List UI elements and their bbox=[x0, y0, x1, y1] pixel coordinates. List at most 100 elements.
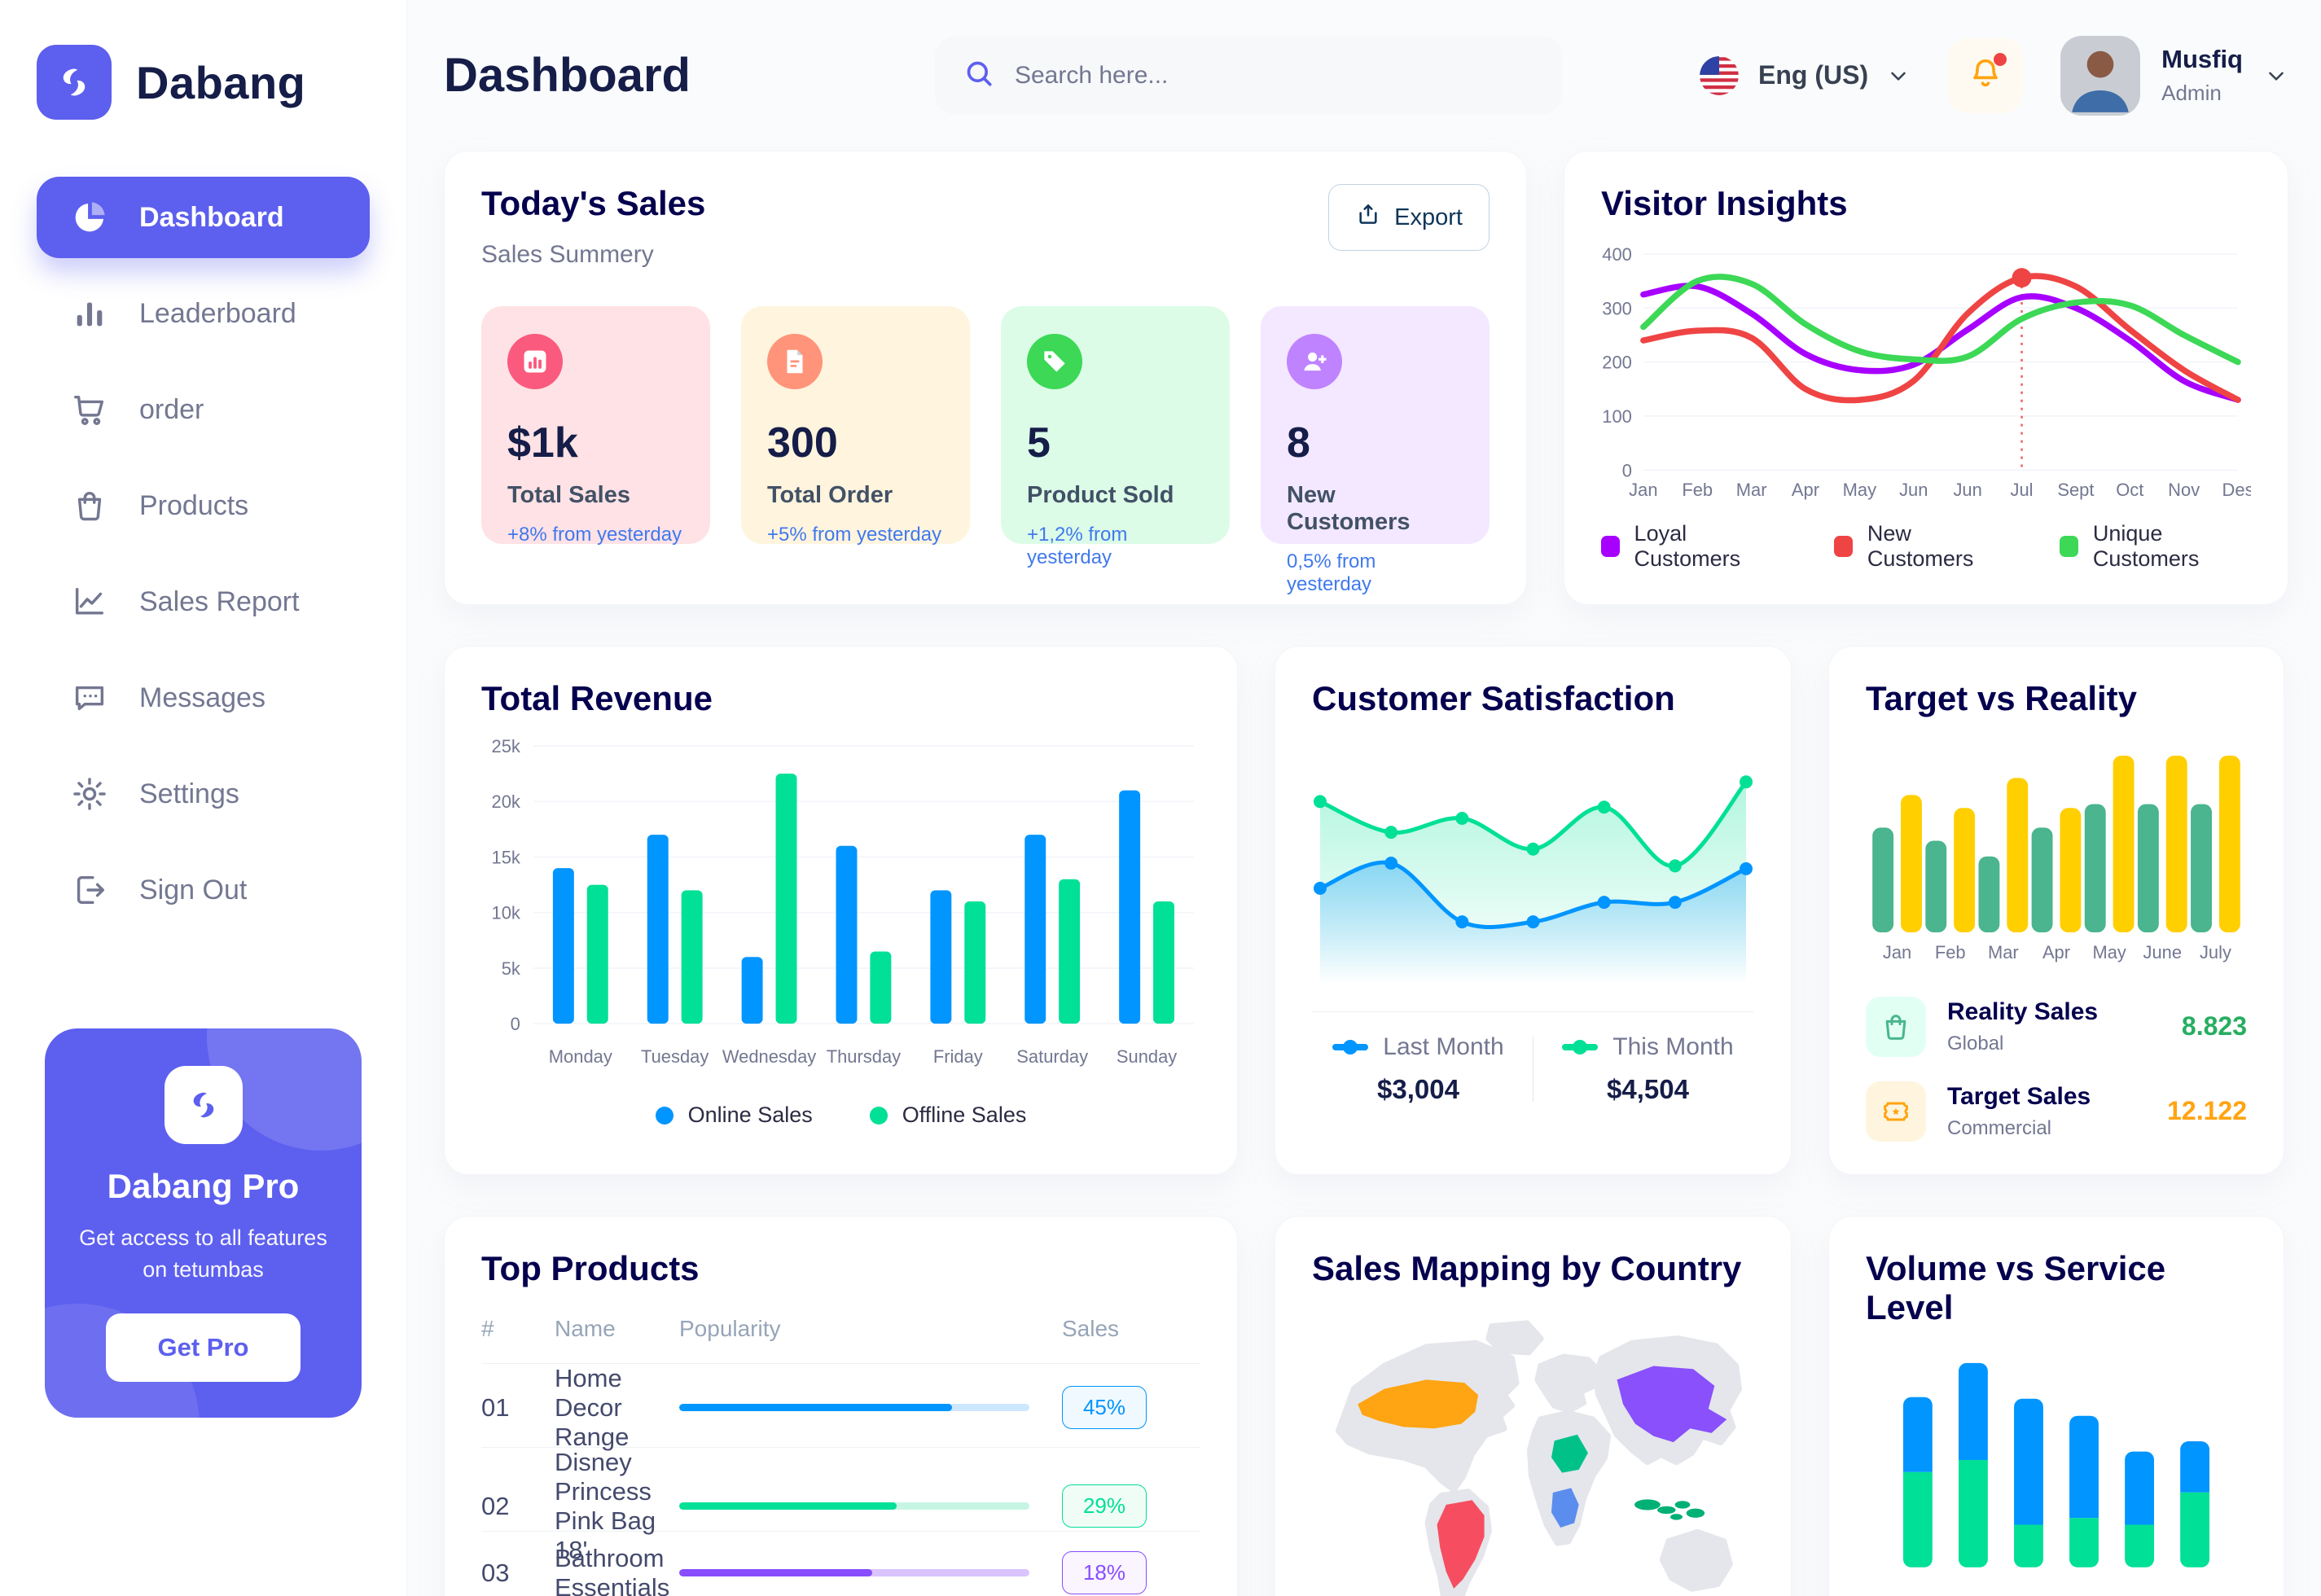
sidebar-item-messages[interactable]: Messages bbox=[37, 657, 370, 739]
target-vs-reality-chart: Jan Feb Mar Apr May June July bbox=[1866, 718, 2247, 972]
legend-value: $3,004 bbox=[1377, 1074, 1459, 1105]
svg-text:Apr: Apr bbox=[1792, 480, 1819, 500]
chat-icon bbox=[71, 679, 108, 717]
popularity-bar bbox=[679, 1569, 1029, 1577]
visitor-insights-card: Visitor Insights 0 100 200 300 400 Jan Feb Mar A… bbox=[1564, 151, 2288, 606]
svg-text:Feb: Feb bbox=[1682, 480, 1713, 500]
legend-target-sales: Target Sales Commercial 12.122 bbox=[1866, 1081, 2247, 1142]
legend-last-month: Last Month $3,004 bbox=[1312, 1033, 1525, 1105]
svg-text:Jan: Jan bbox=[1629, 480, 1657, 500]
volume-service-title: Volume vs Service Level bbox=[1866, 1248, 2166, 1326]
table-row-bathroom-essentials[interactable]: 03 Bathroom Essentials 18% bbox=[481, 1532, 1200, 1596]
legend-swatch bbox=[2060, 536, 2078, 558]
sidebar-item-dashboard[interactable]: Dashboard bbox=[37, 177, 370, 258]
top-bar: Dashboard Eng (US) Musfiq Admin bbox=[444, 0, 2288, 151]
search-input[interactable] bbox=[1014, 61, 1534, 90]
product-name: Bathroom Essentials bbox=[555, 1543, 670, 1596]
svg-text:Jun: Jun bbox=[1899, 480, 1928, 500]
svg-text:Sept: Sept bbox=[2057, 480, 2094, 500]
stat-label: Total Order bbox=[767, 482, 893, 508]
sidebar-item-sign-out[interactable]: Sign Out bbox=[37, 849, 370, 931]
sidebar-item-sales-report[interactable]: Sales Report bbox=[37, 561, 370, 642]
sidebar-item-order[interactable]: order bbox=[37, 369, 370, 450]
svg-text:Mar: Mar bbox=[1988, 942, 2019, 962]
sales-stat-cards: $1k Total Sales +8% from yesterday 300 T… bbox=[481, 306, 1490, 595]
sidebar-item-leaderboard[interactable]: Leaderboard bbox=[37, 273, 370, 354]
country-saudi-arabia bbox=[1551, 1434, 1588, 1473]
table-row-home-decor-range[interactable]: 01 Home Decor Range 45% bbox=[481, 1364, 1200, 1451]
logo-icon bbox=[37, 45, 112, 120]
top-products-title: Top Products bbox=[481, 1248, 700, 1287]
search-icon bbox=[963, 57, 995, 94]
world-map bbox=[1312, 1313, 1754, 1596]
avatar bbox=[2060, 35, 2141, 116]
svg-text:25k: 25k bbox=[492, 736, 520, 756]
todays-sales-subtitle: Sales Summery bbox=[481, 241, 654, 268]
sales-badge: 45% bbox=[1062, 1386, 1147, 1430]
stat-tag-icon bbox=[1027, 334, 1082, 389]
svg-text:Monday: Monday bbox=[549, 1046, 612, 1067]
country-dr-congo bbox=[1551, 1488, 1579, 1528]
svg-text:Nov: Nov bbox=[2168, 480, 2200, 500]
stat-label: Total Sales bbox=[507, 482, 630, 508]
sign-out-icon bbox=[71, 871, 108, 909]
trend-icon bbox=[71, 583, 108, 620]
app-name: Dabang bbox=[136, 56, 306, 108]
customer-satisfaction-legend: Last Month $3,004 This Month $4,504 bbox=[1312, 1033, 1754, 1105]
notifications-button[interactable] bbox=[1948, 37, 2024, 113]
svg-text:Jul: Jul bbox=[2010, 480, 2033, 500]
legend-value: 12.122 bbox=[2167, 1096, 2247, 1126]
sidebar: Dabang Dashboard Leaderboard order Produ… bbox=[0, 0, 407, 1596]
svg-text:Des: Des bbox=[2222, 480, 2251, 500]
svg-text:Sunday: Sunday bbox=[1117, 1046, 1177, 1067]
product-rank: 03 bbox=[481, 1558, 510, 1587]
legend-new-customers: New Customers bbox=[1834, 521, 2003, 572]
customer-satisfaction-card: Customer Satisfaction Last Month $3,004 T… bbox=[1275, 646, 1792, 1175]
stat-user-plus-icon bbox=[1287, 334, 1342, 389]
svg-text:15k: 15k bbox=[492, 848, 520, 868]
svg-text:200: 200 bbox=[1602, 353, 1632, 373]
stat-delta: +1,2% from yesterday bbox=[1027, 524, 1128, 568]
pro-card-subtitle: Get access to all features on tetumbas bbox=[79, 1226, 327, 1282]
search-bar[interactable] bbox=[934, 37, 1562, 114]
legend-dot bbox=[869, 1106, 888, 1125]
stat-label: New Customers bbox=[1287, 482, 1411, 535]
ticket-orange-icon bbox=[1866, 1081, 1926, 1142]
svg-text:400: 400 bbox=[1602, 244, 1632, 265]
bar-chart-icon bbox=[71, 295, 108, 332]
sidebar-nav: Dashboard Leaderboard order Products Sal… bbox=[0, 177, 406, 931]
export-button[interactable]: Export bbox=[1328, 184, 1490, 251]
chevron-down-icon bbox=[1886, 64, 1911, 88]
country-brazil bbox=[1437, 1500, 1485, 1589]
us-flag-icon bbox=[1700, 55, 1739, 95]
pie-chart-icon bbox=[71, 199, 108, 236]
volume-service-card: Volume vs Service Level Volume 1,135Serv… bbox=[1828, 1215, 2284, 1596]
country-united-states bbox=[1358, 1379, 1479, 1429]
sidebar-item-products[interactable]: Products bbox=[37, 465, 370, 546]
main-content: Dashboard Eng (US) Musfiq Admin bbox=[407, 0, 2321, 1596]
stat-value: 300 bbox=[767, 419, 838, 467]
legend-offline-sales: Offline Sales bbox=[869, 1103, 1026, 1128]
user-menu[interactable]: Musfiq Admin bbox=[2060, 35, 2288, 116]
legend-unique-customers: Unique Customers bbox=[2060, 521, 2251, 572]
sidebar-item-settings[interactable]: Settings bbox=[37, 753, 370, 835]
chevron-down-icon bbox=[2264, 64, 2288, 88]
pro-card: Dabang Pro Get access to all features on… bbox=[45, 1028, 362, 1418]
top-products-header: # Name Popularity Sales bbox=[481, 1288, 1200, 1364]
user-info: Musfiq Admin bbox=[2161, 45, 2243, 106]
top-products-table: # Name Popularity Sales 01 Home Decor Range … bbox=[481, 1288, 1200, 1596]
table-row-disney-princess-pink-bag-18-[interactable]: 02 Disney Princess Pink Bag 18' 29% bbox=[481, 1448, 1200, 1564]
country-indonesia bbox=[1634, 1499, 1705, 1520]
pro-logo-icon bbox=[164, 1066, 243, 1144]
notification-badge bbox=[1994, 52, 2007, 66]
todays-sales-card: Today's Sales Sales Summery Export $1k T… bbox=[444, 151, 1527, 606]
country-china bbox=[1617, 1366, 1727, 1443]
stat-label: Product Sold bbox=[1027, 482, 1174, 508]
svg-text:Wednesday: Wednesday bbox=[722, 1046, 816, 1067]
legend-marker bbox=[1562, 1044, 1599, 1051]
visitor-insights-title: Visitor Insights bbox=[1601, 184, 1848, 222]
stat-delta: +8% from yesterday bbox=[507, 524, 682, 546]
language-selector[interactable]: Eng (US) bbox=[1698, 55, 1911, 97]
svg-text:June: June bbox=[2143, 942, 2182, 962]
get-pro-button[interactable]: Get Pro bbox=[105, 1313, 301, 1383]
